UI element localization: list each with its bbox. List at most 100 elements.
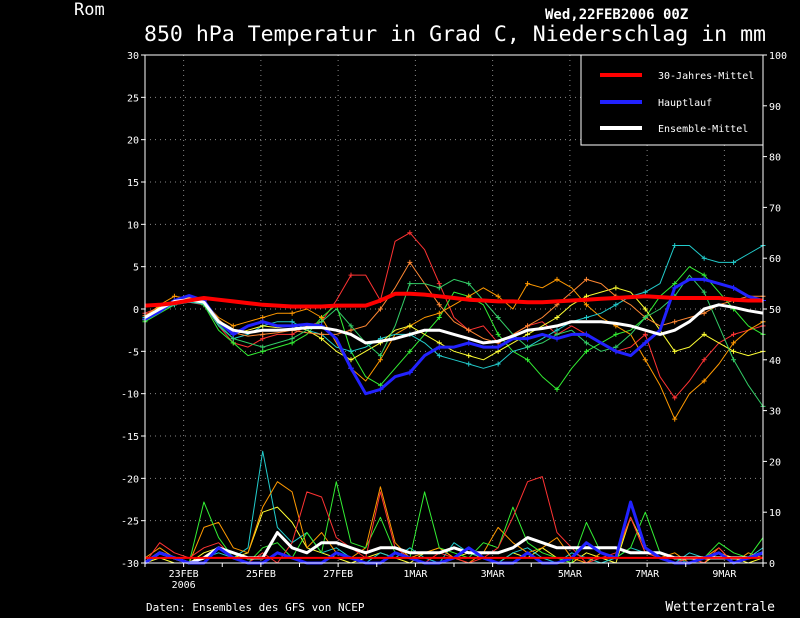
data-point bbox=[731, 357, 737, 363]
data-point bbox=[525, 357, 531, 363]
y-right-tick-label: 90 bbox=[769, 102, 781, 113]
x-tick-sublabel: 2006 bbox=[172, 580, 196, 591]
data-point bbox=[613, 302, 619, 308]
data-point bbox=[260, 331, 266, 337]
y-right-tick-label: 70 bbox=[769, 203, 781, 214]
y-right-tick-label: 100 bbox=[769, 51, 787, 62]
data-point bbox=[701, 310, 707, 316]
data-point bbox=[642, 339, 649, 346]
data-point bbox=[319, 331, 325, 337]
data-point bbox=[554, 335, 560, 342]
data-point bbox=[407, 281, 413, 287]
data-point bbox=[259, 318, 266, 325]
data-point bbox=[466, 353, 472, 359]
data-point bbox=[672, 395, 678, 401]
data-point bbox=[613, 331, 619, 337]
legend-label-main-run: Hauptlauf bbox=[658, 98, 712, 109]
data-point bbox=[642, 306, 648, 312]
data-point bbox=[525, 323, 531, 329]
city-label: Rom bbox=[74, 0, 105, 20]
data-point bbox=[524, 335, 531, 342]
y-left-tick-label: 30 bbox=[127, 51, 139, 62]
y-left-tick-label: -20 bbox=[121, 474, 139, 485]
data-point bbox=[731, 348, 737, 354]
legend-label-climate: 30-Jahres-Mittel bbox=[658, 71, 754, 82]
data-point bbox=[319, 314, 325, 320]
data-point bbox=[436, 353, 442, 359]
data-point bbox=[436, 281, 442, 287]
data-point bbox=[701, 276, 708, 283]
x-tick-label: 1MAR bbox=[403, 569, 428, 580]
x-tick-label: 5MAR bbox=[558, 569, 583, 580]
data-point bbox=[348, 357, 354, 363]
data-point bbox=[377, 386, 384, 393]
y-right-tick-label: 30 bbox=[769, 407, 781, 418]
data-point bbox=[466, 281, 472, 287]
data-point bbox=[436, 285, 442, 291]
data-point bbox=[436, 302, 442, 308]
data-point bbox=[583, 314, 589, 320]
data-point bbox=[583, 340, 589, 346]
data-point bbox=[406, 369, 413, 376]
y-left-tick-label: -15 bbox=[121, 432, 139, 443]
data-point bbox=[260, 348, 266, 354]
data-point bbox=[731, 259, 737, 265]
x-tick-label: 9MAR bbox=[712, 569, 737, 580]
temp-line-ensemble-mittel bbox=[144, 298, 764, 345]
legend: 30-Jahres-Mittel Hauptlauf Ensemble-Mitt… bbox=[580, 54, 764, 146]
data-point bbox=[701, 289, 707, 295]
temp-line-member-1 bbox=[144, 232, 764, 399]
data-point bbox=[495, 293, 501, 299]
data-point bbox=[348, 327, 354, 333]
y-left-tick-label: -25 bbox=[121, 517, 139, 528]
data-point bbox=[348, 348, 354, 354]
data-point bbox=[289, 340, 295, 346]
temp-line-member-7 bbox=[144, 274, 764, 407]
data-point bbox=[554, 276, 560, 282]
data-point bbox=[525, 281, 531, 287]
y-left-tick-label: 20 bbox=[127, 136, 139, 147]
y-axis-left: 30 25 20 15 10 5 0 -5 -10 -15 -20 -25 -30 bbox=[121, 51, 145, 570]
y-left-tick-label: 10 bbox=[127, 220, 139, 231]
data-point bbox=[230, 331, 237, 338]
data-point bbox=[525, 344, 531, 350]
data-point bbox=[583, 276, 589, 282]
temp-line-member-3 bbox=[144, 278, 764, 420]
data-point bbox=[642, 289, 648, 295]
data-point bbox=[289, 336, 295, 342]
temperature-lines bbox=[142, 230, 766, 422]
data-point bbox=[583, 348, 589, 354]
data-point bbox=[672, 319, 678, 325]
data-point bbox=[613, 285, 619, 291]
data-point bbox=[642, 314, 648, 320]
data-point bbox=[554, 327, 560, 333]
data-point bbox=[260, 344, 266, 350]
data-point bbox=[672, 243, 678, 248]
data-point bbox=[465, 339, 472, 346]
data-point bbox=[612, 348, 619, 355]
data-point bbox=[701, 357, 707, 363]
x-tick-label: 3MAR bbox=[481, 569, 506, 580]
data-point bbox=[348, 365, 354, 372]
data-point bbox=[436, 344, 443, 351]
data-point bbox=[642, 331, 648, 337]
data-point bbox=[495, 361, 501, 367]
y-left-tick-label: -10 bbox=[121, 390, 139, 401]
data-point bbox=[495, 344, 502, 351]
data-point bbox=[672, 348, 678, 354]
temp-line-hauptlauf bbox=[144, 277, 764, 396]
y-right-tick-label: 50 bbox=[769, 305, 781, 316]
y-right-tick-label: 60 bbox=[769, 254, 781, 265]
data-point bbox=[731, 331, 737, 337]
data-point bbox=[672, 416, 678, 422]
brand-label: Wetterzentrale bbox=[665, 600, 775, 615]
data-point bbox=[583, 331, 590, 338]
data-point bbox=[319, 336, 325, 342]
data-point bbox=[466, 361, 472, 367]
x-tick-label: 23FEB bbox=[169, 569, 199, 580]
data-point bbox=[466, 327, 472, 333]
chart-title: 850 hPa Temperatur in Grad C, Niederschl… bbox=[144, 22, 766, 46]
data-point bbox=[436, 314, 442, 320]
data-point bbox=[554, 386, 560, 392]
